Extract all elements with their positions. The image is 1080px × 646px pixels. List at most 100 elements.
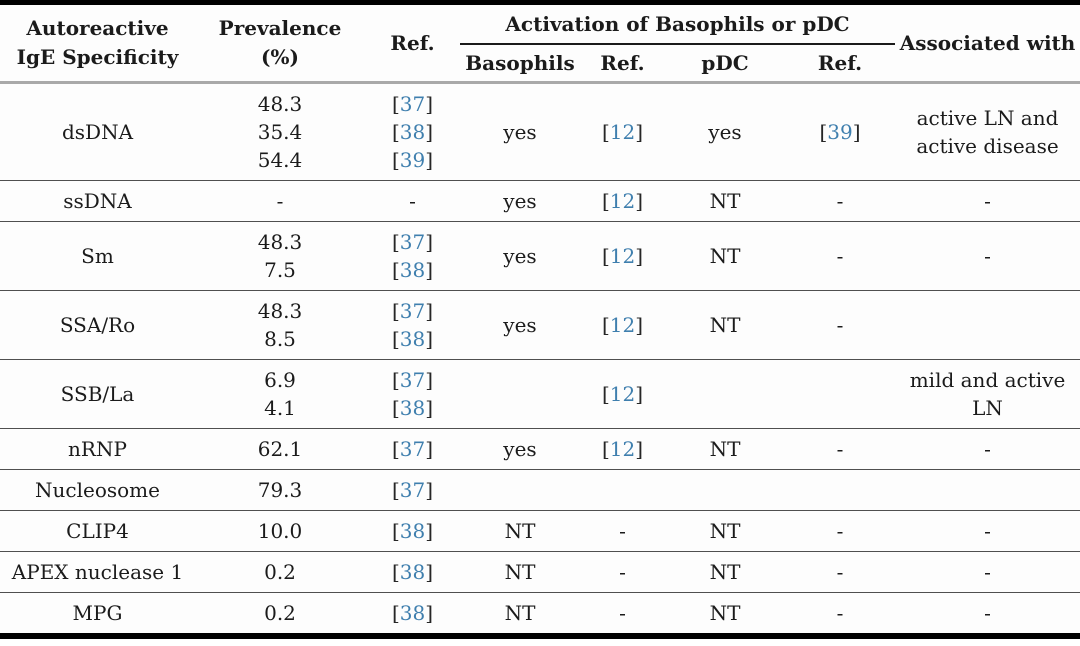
pdc-cell: NT xyxy=(665,428,785,470)
basophils-cell: yes xyxy=(460,82,580,181)
prevalence-value: 48.3 xyxy=(257,230,303,254)
pdc-cell: NT xyxy=(665,180,785,222)
specificity-label: Sm xyxy=(81,244,114,268)
associated-cell xyxy=(895,469,1080,511)
citation-link[interactable]: 12 xyxy=(609,189,636,213)
col-header-basophils: Basophils xyxy=(460,44,580,84)
citation-link[interactable]: 38 xyxy=(399,601,426,625)
citation: [38] xyxy=(369,256,456,284)
citation-bracket: ] xyxy=(425,368,434,392)
basophils-cell xyxy=(460,469,580,511)
prevalence-ref-cell: [37] xyxy=(365,469,460,511)
prevalence-ref-cell: [38] xyxy=(365,510,460,552)
citation-link[interactable]: 12 xyxy=(609,244,636,268)
citation-link[interactable]: 37 xyxy=(399,230,426,254)
citation-bracket: [ xyxy=(601,120,610,144)
citation-link[interactable]: 38 xyxy=(399,560,426,584)
table-row: nRNP 62.1 [37] yes [12] NT - - xyxy=(0,428,1080,470)
citation-link[interactable]: 12 xyxy=(609,313,636,337)
specificity-label: Nucleosome xyxy=(35,478,160,502)
associated-label: - xyxy=(984,560,991,584)
citation-link[interactable]: 12 xyxy=(609,382,636,406)
prevalence-ref-cell: - xyxy=(365,180,460,222)
citation-link[interactable]: 38 xyxy=(399,120,426,144)
citation-link[interactable]: 37 xyxy=(399,92,426,116)
citation-link[interactable]: 38 xyxy=(399,327,426,351)
basophils-ref-cell: - xyxy=(580,510,665,552)
basophils-ref-cell: - xyxy=(580,592,665,636)
citation-bracket: ] xyxy=(425,437,434,461)
col-header-pdc-ref: Ref. xyxy=(785,44,896,84)
citation-link[interactable]: 12 xyxy=(609,437,636,461)
citation-link[interactable]: 37 xyxy=(399,478,426,502)
citation-bracket: [ xyxy=(601,382,610,406)
citation-bracket: ] xyxy=(635,120,644,144)
citation-bracket: [ xyxy=(391,368,400,392)
citation: [37] xyxy=(369,435,456,463)
prevalence-value: 48.3 xyxy=(257,92,303,116)
col-header-associated: Associated with xyxy=(895,2,1080,84)
specificity-label: SSA/Ro xyxy=(59,313,136,337)
citation-link[interactable]: 39 xyxy=(399,148,426,172)
citation-link[interactable]: 37 xyxy=(399,368,426,392)
citation-link[interactable]: 37 xyxy=(399,437,426,461)
specificity-cell: SSB/La xyxy=(0,359,195,429)
pdc-ref-cell xyxy=(785,359,896,429)
citation-bracket: ] xyxy=(852,120,861,144)
prevalence-ref-cell: [38] xyxy=(365,551,460,593)
citation-bracket: [ xyxy=(391,120,400,144)
specificity-label: CLIP4 xyxy=(66,519,129,543)
associated-cell xyxy=(895,290,1080,360)
pdc-cell: NT xyxy=(665,510,785,552)
associated-cell: - xyxy=(895,551,1080,593)
citation-link[interactable]: 38 xyxy=(399,519,426,543)
pdc-ref-cell: - xyxy=(785,428,896,470)
prevalence-ref-cell: [37] [38] [39] xyxy=(365,82,460,181)
basophils-cell: yes xyxy=(460,290,580,360)
citation-bracket: [ xyxy=(391,92,400,116)
table-row: SSB/La 6.9 4.1 [37] [38] [12] mild and active … xyxy=(0,359,1080,429)
pdc-ref-cell: - xyxy=(785,592,896,636)
specificity-label: APEX nuclease 1 xyxy=(11,560,184,584)
prevalence-value: 79.3 xyxy=(257,478,303,502)
prevalence-value: 8.5 xyxy=(264,327,296,351)
prevalence-value: 7.5 xyxy=(264,258,296,282)
specificity-cell: nRNP xyxy=(0,428,195,470)
specificity-cell: dsDNA xyxy=(0,82,195,181)
pdc-cell xyxy=(665,359,785,429)
prevalence-value: 0.2 xyxy=(264,560,296,584)
table-row: Nucleosome 79.3 [37] xyxy=(0,469,1080,511)
specificity-label: nRNP xyxy=(68,437,127,461)
prevalence-ref-cell: [37] [38] xyxy=(365,290,460,360)
citation: [37] xyxy=(369,297,456,325)
citation: [12] xyxy=(580,290,665,360)
prevalence-value: 6.9 xyxy=(264,368,296,392)
col-header-specificity-label: Autoreactive IgE Specificity xyxy=(16,16,179,69)
prevalence-value: 10.0 xyxy=(257,519,303,543)
pdc-cell: NT xyxy=(665,592,785,636)
specificity-cell: Nucleosome xyxy=(0,469,195,511)
citation: [37] xyxy=(369,476,456,504)
citation-link[interactable]: 38 xyxy=(399,396,426,420)
citation-link[interactable]: 12 xyxy=(609,120,636,144)
associated-cell: - xyxy=(895,428,1080,470)
citation-bracket: [ xyxy=(601,437,610,461)
prevalence-cell: 0.2 xyxy=(195,592,365,636)
prevalence-cell: 48.3 8.5 xyxy=(195,290,365,360)
specificity-cell: CLIP4 xyxy=(0,510,195,552)
associated-label: - xyxy=(984,437,991,461)
citation-bracket: ] xyxy=(635,189,644,213)
pdc-ref-cell: - xyxy=(785,551,896,593)
citation-bracket: [ xyxy=(391,601,400,625)
prevalence-cell: 79.3 xyxy=(195,469,365,511)
citation-link[interactable]: 37 xyxy=(399,299,426,323)
citation: [38] xyxy=(369,325,456,353)
associated-cell: - xyxy=(895,592,1080,636)
citation-link[interactable]: 38 xyxy=(399,258,426,282)
specificity-label: dsDNA xyxy=(61,120,134,144)
citation: [12] xyxy=(580,359,665,429)
citation-link[interactable]: 39 xyxy=(827,120,853,144)
prevalence-cell: 48.3 7.5 xyxy=(195,221,365,291)
pdc-ref-cell: - xyxy=(785,180,896,222)
citation-bracket: ] xyxy=(425,120,434,144)
